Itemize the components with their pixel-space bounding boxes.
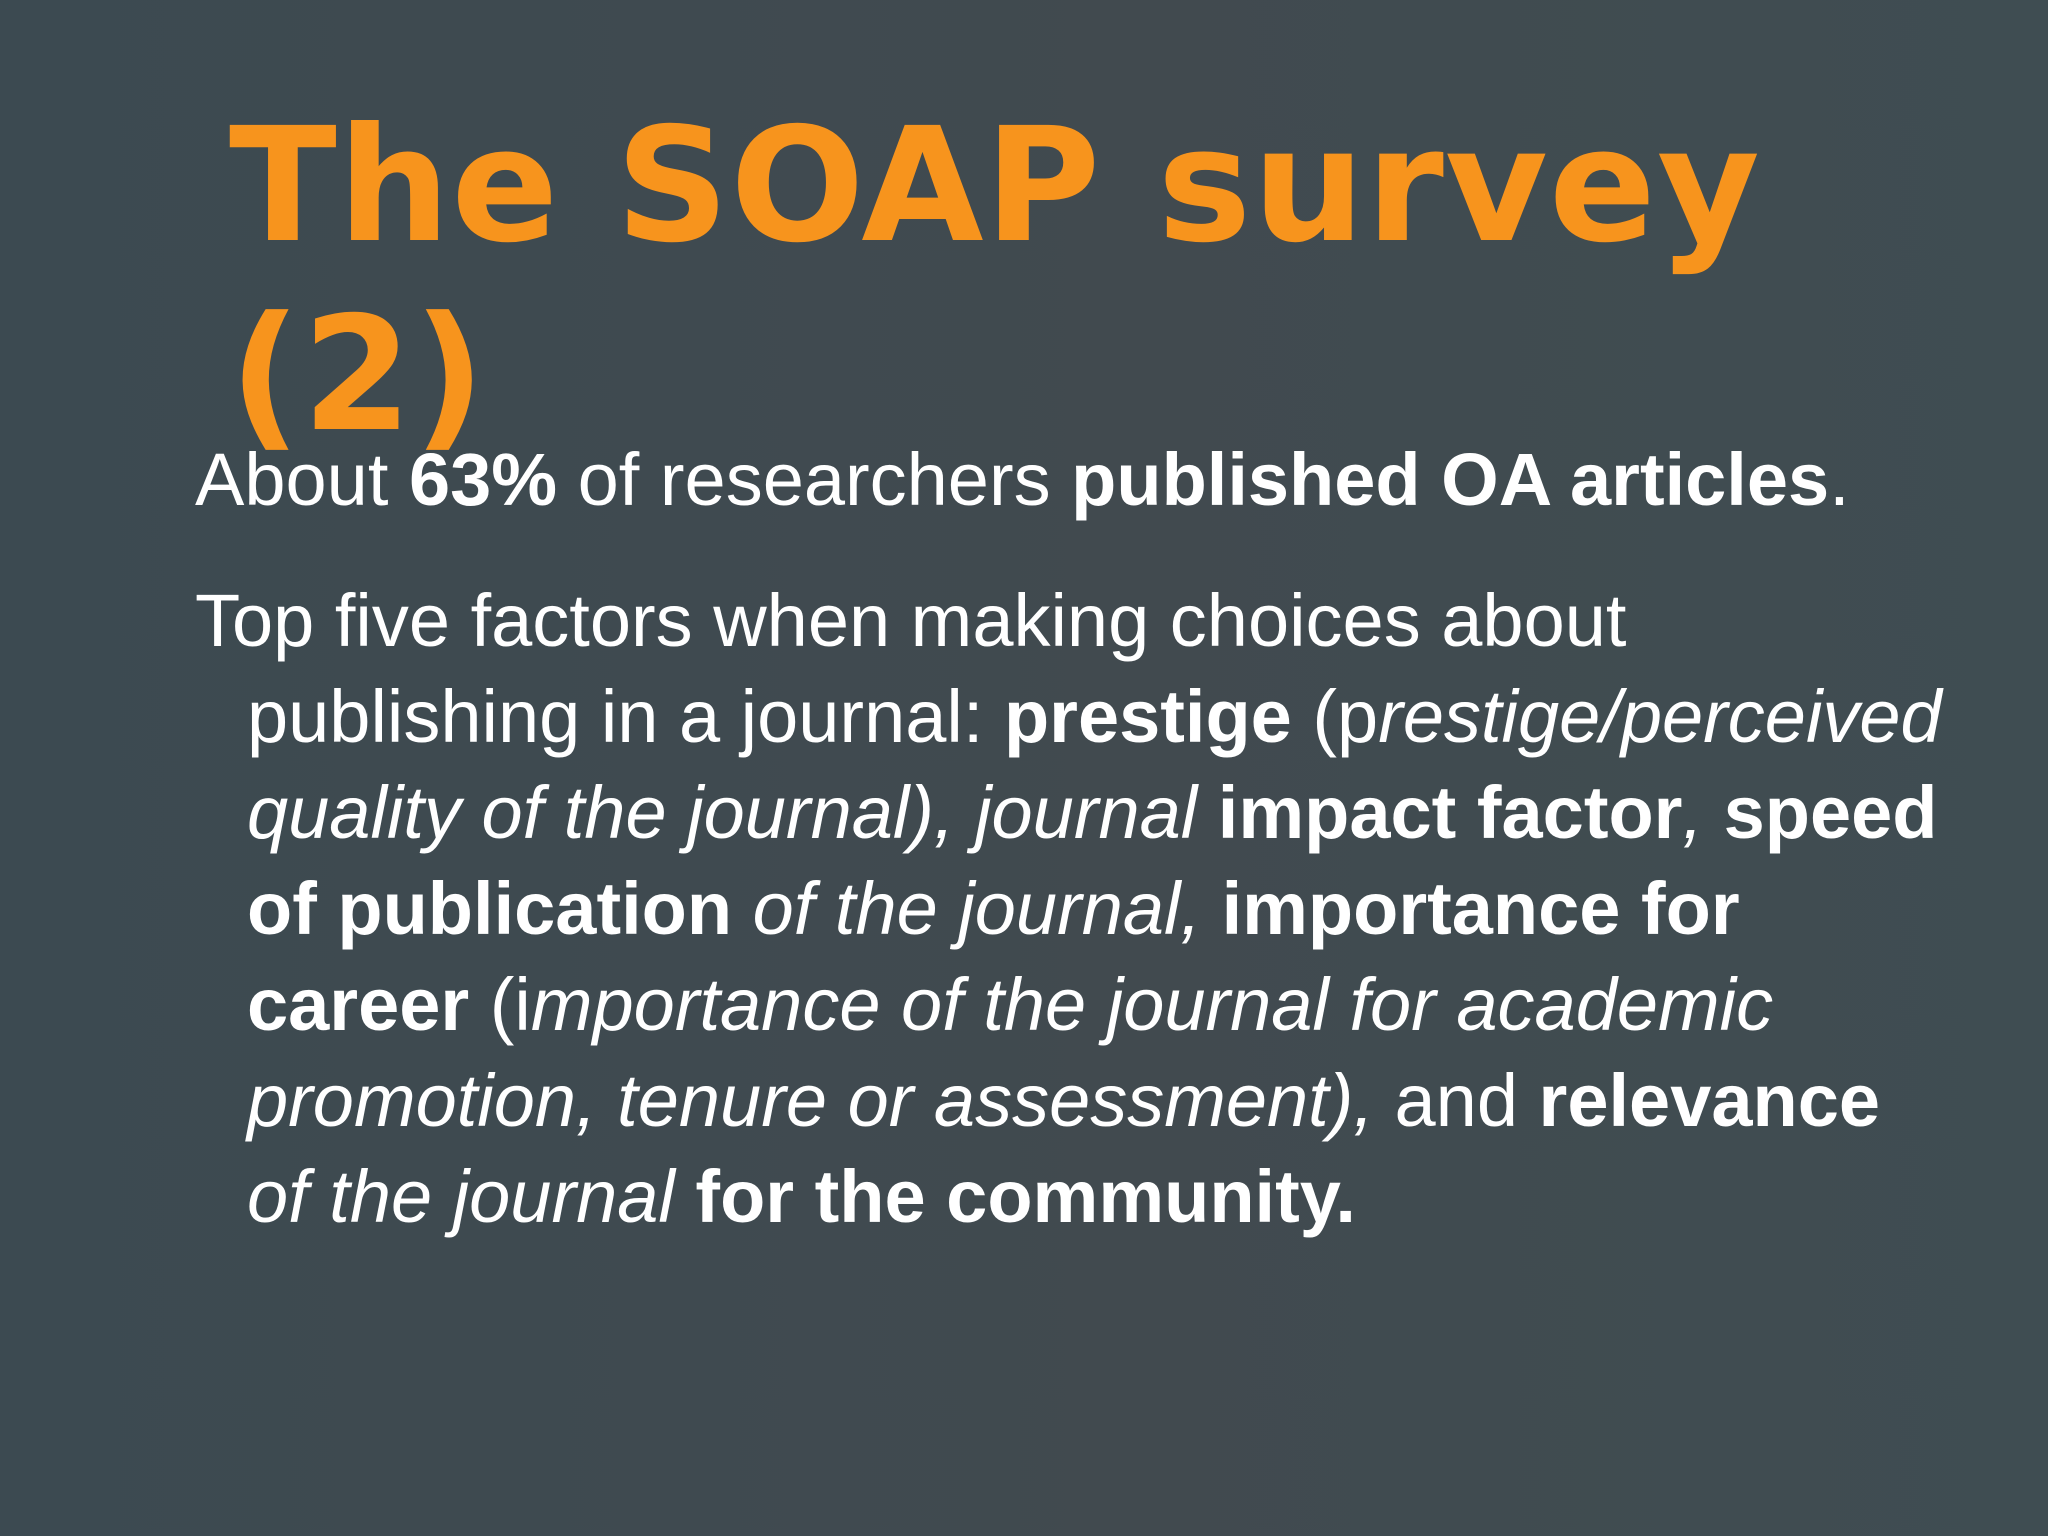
text-run-bold: impact factor	[1217, 771, 1683, 854]
slide-title: The SOAP survey (2)	[229, 94, 1761, 467]
text-run: (i	[469, 963, 531, 1046]
text-run-italic: ,	[1682, 771, 1724, 854]
text-run: of researchers	[557, 438, 1072, 521]
text-run-bold: importance for career	[247, 867, 1740, 1046]
bullet-published-oa: About 63% of researchers published OA ar…	[195, 432, 1955, 528]
text-run-italic: mportance of the journal for academic pr…	[247, 963, 1774, 1142]
text-run-bold: relevance	[1538, 1059, 1881, 1142]
text-run-bold: published OA articles	[1071, 438, 1830, 521]
bullet-top-five-factors: Top five factors when making choices abo…	[195, 573, 1955, 1245]
text-run: About	[195, 438, 409, 521]
text-run-italic: restige/perceived quality of the journal…	[247, 675, 1942, 854]
text-run-bold: speed of publication	[247, 771, 1938, 950]
text-run	[1197, 771, 1218, 854]
text-run: .	[1829, 438, 1850, 521]
text-run: (p	[1291, 675, 1379, 758]
text-run: Top five factors when making choices abo…	[195, 579, 1627, 758]
text-run-bold: prestige	[1003, 675, 1292, 758]
text-run-italic: of the journal	[247, 1155, 696, 1238]
slide-body: About 63% of researchers published OA ar…	[195, 432, 1955, 1245]
text-run-bold: for the community.	[695, 1155, 1356, 1238]
text-run-bold: 63%	[408, 438, 558, 521]
text-run-italic: of the journal,	[732, 867, 1222, 950]
text-run: and	[1373, 1059, 1539, 1142]
